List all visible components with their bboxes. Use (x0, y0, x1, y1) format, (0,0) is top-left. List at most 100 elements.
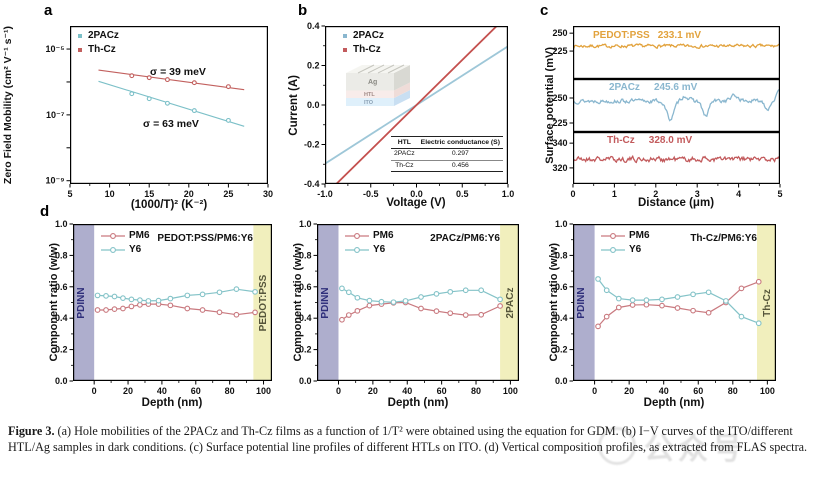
panel-d2-chart: 0 20 40 60 80 100 0.0 0.2 0.4 0.6 0.8 1.0 PM6 Y6 2P… (299, 219, 520, 396)
svg-text:0.8: 0.8 (299, 250, 312, 260)
svg-text:40: 40 (402, 386, 412, 396)
svg-text:20: 20 (123, 386, 133, 396)
legend-y6: Y6 (345, 244, 385, 255)
svg-text:-0.5: -0.5 (363, 189, 379, 199)
svg-text:0.6: 0.6 (299, 282, 312, 292)
panel-b-chart: -1.0 -0.5 0.0 0.5 1.0 -0.4 -0.2 0.0 0.2 0.4 2PACz… (304, 21, 514, 199)
panel-d1-svg: 0 20 40 60 80 100 0.0 0.2 0.4 0.6 0.8 1.0 (55, 219, 273, 396)
caption-label: Figure 3. (8, 424, 55, 438)
figure-caption: Figure 3. (a) Hole mobilities of the 2PA… (8, 423, 820, 455)
svg-text:225: 225 (552, 46, 567, 56)
panel-d3-ylabel: Component ratio (w/w) (548, 243, 560, 362)
legend-pm6: PM6 (345, 230, 394, 241)
panel-b-chart-svg: -1.0 -0.5 0.0 0.5 1.0 -0.4 -0.2 0.0 0.2 0.4 (304, 21, 514, 199)
svg-text:0.4: 0.4 (55, 313, 68, 323)
legend-y6: Y6 (601, 244, 641, 255)
svg-text:20: 20 (368, 386, 378, 396)
layer-ito-label: ITO (364, 100, 374, 106)
svg-text:0.0: 0.0 (555, 376, 568, 386)
legend-y6: Y6 (101, 244, 141, 255)
panel-b-label: b (298, 2, 308, 19)
panel-c-xlabel: Distance (μm) (637, 197, 715, 209)
panel-d3-title: Th-Cz/PM6:Y6 (690, 233, 757, 244)
legend-marker-y6 (101, 246, 125, 253)
svg-text:80: 80 (471, 386, 481, 396)
svg-text:0.0: 0.0 (55, 376, 68, 386)
panel-b-xlabel: Voltage (V) (386, 197, 446, 209)
svg-text:3: 3 (695, 189, 700, 199)
svg-text:60: 60 (693, 386, 703, 396)
panel-a-ylabel: Zero Field Mobility (cm² V⁻¹ s⁻¹) (2, 25, 14, 185)
sigma-2pacz-annotation: σ = 63 meV (143, 118, 199, 130)
panel-c-2pacz-chart: 225 250 2PACz 245.6 mV (552, 79, 781, 132)
svg-text:0: 0 (570, 189, 575, 199)
svg-text:0.8: 0.8 (555, 250, 568, 260)
legend-pm6: PM6 (601, 230, 650, 241)
panel-c-thcz-chart: 0 1 2 3 4 5 320 340 Th-Cz 328.0 mV (552, 132, 783, 199)
svg-text:-0.2: -0.2 (304, 140, 320, 150)
svg-text:0.5: 0.5 (456, 189, 469, 199)
caption-text: (a) Hole mobilities of the 2PACz and Th-… (8, 424, 808, 455)
svg-text:-0.4: -0.4 (304, 179, 320, 189)
svg-text:4: 4 (736, 189, 741, 199)
legend-2pacz: 2PACz (76, 30, 119, 41)
svg-text:0.0: 0.0 (307, 100, 320, 110)
band-label-pdinn: PDINN (576, 286, 587, 319)
band-label-pdinn: PDINN (320, 286, 331, 319)
svg-text:10⁻⁵: 10⁻⁵ (46, 44, 65, 54)
legend-marker-thcz (78, 47, 82, 52)
panel-a-chart-svg: 5 10 15 20 25 30 10⁻⁵ 10⁻⁷ 10⁻⁹ (45, 26, 273, 199)
svg-text:0: 0 (592, 386, 597, 396)
panel-d2-xlabel: Depth (nm) (387, 397, 449, 409)
panel-d1-xlabel: Depth (nm) (141, 397, 203, 409)
svg-text:15: 15 (144, 189, 154, 199)
panel-d2-title: 2PACz/PM6:Y6 (430, 233, 500, 244)
panel-d3-xlabel: Depth (nm) (643, 397, 705, 409)
band-label-thcz: Th-Cz (762, 288, 773, 317)
svg-text:-1.0: -1.0 (317, 189, 333, 199)
panel-a-label: a (44, 2, 53, 19)
svg-text:2: 2 (653, 189, 658, 199)
band-label-2pacz: 2PACz (505, 287, 516, 318)
layer-htl-label: HTL (364, 92, 375, 98)
svg-text:0.6: 0.6 (555, 282, 568, 292)
svg-text:0.4: 0.4 (555, 313, 568, 323)
svg-text:60: 60 (437, 386, 447, 396)
panel-b-ylabel: Current (A) (288, 74, 300, 136)
svg-text:40: 40 (659, 386, 669, 396)
svg-text:30: 30 (263, 189, 273, 199)
svg-text:1: 1 (612, 189, 617, 199)
trace-label-thcz: Th-Cz 328.0 mV (607, 135, 693, 146)
panel-d3-svg: 0 20 40 60 80 100 0.0 0.2 0.4 0.6 0.8 1.0 (555, 219, 777, 396)
legend-marker-pm6 (601, 232, 625, 239)
panel-a-xlabel: (1000/T)² (K⁻²) (130, 199, 208, 211)
svg-text:250: 250 (552, 28, 567, 38)
legend-thcz: Th-Cz (341, 44, 381, 55)
band-label-pdinn: PDINN (76, 286, 87, 319)
legend-marker-pm6 (345, 232, 369, 239)
panel-a-chart: 5 10 15 20 25 30 10⁻⁵ 10⁻⁷ 10⁻⁹ 2PACz Th-Cz σ = … (45, 26, 273, 199)
svg-text:0.2: 0.2 (307, 61, 320, 71)
legend-marker-thcz (343, 47, 347, 52)
svg-text:0.4: 0.4 (299, 313, 312, 323)
svg-text:1.0: 1.0 (299, 219, 312, 229)
conductance-table: HTL Electric conductance (S) 2PACz 0.297 T… (391, 136, 503, 173)
svg-text:250: 250 (552, 93, 567, 103)
panel-d3-chart: 0 20 40 60 80 100 0.0 0.2 0.4 0.6 0.8 1.0 PM6 Y6 Th… (555, 219, 777, 396)
svg-text:0.0: 0.0 (410, 189, 423, 199)
svg-text:10⁻⁷: 10⁻⁷ (46, 110, 65, 120)
svg-text:10⁻⁹: 10⁻⁹ (45, 176, 64, 186)
svg-text:60: 60 (191, 386, 201, 396)
trace-label-pedotpss: PEDOT:PSS 233.1 mV (593, 30, 702, 41)
panel-d1-title: PEDOT:PSS/PM6:Y6 (157, 233, 253, 244)
panel-c-label: c (540, 2, 549, 19)
svg-text:1.0: 1.0 (502, 189, 515, 199)
panel-c2-svg: 225 250 (552, 79, 781, 132)
svg-text:1.0: 1.0 (55, 219, 68, 229)
legend-pm6: PM6 (101, 230, 150, 241)
svg-text:100: 100 (256, 386, 271, 396)
svg-text:0.2: 0.2 (299, 345, 312, 355)
panel-c1-svg: 225 250 (552, 26, 781, 79)
svg-text:80: 80 (728, 386, 738, 396)
